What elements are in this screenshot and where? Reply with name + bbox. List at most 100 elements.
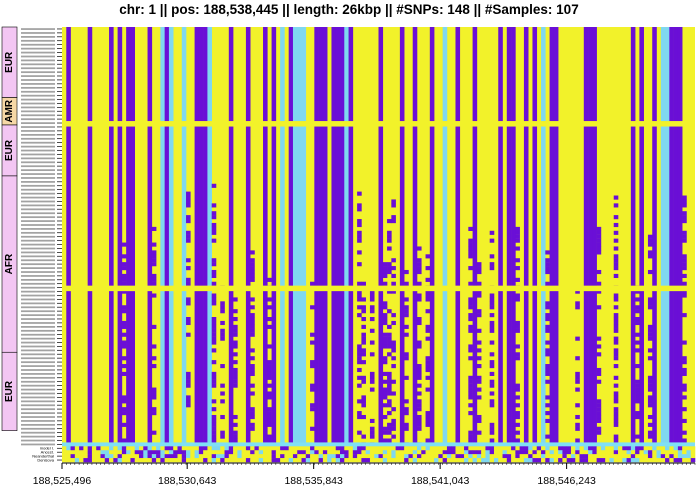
reference-cell <box>635 446 640 451</box>
reference-cell <box>374 454 379 459</box>
reference-cell <box>600 446 606 451</box>
reference-cell <box>656 446 662 451</box>
reference-cell <box>66 458 71 463</box>
reference-cell <box>639 450 644 455</box>
genotype-cell <box>391 422 396 427</box>
reference-cell <box>348 450 354 455</box>
reference-cell <box>113 450 118 455</box>
reference-cell <box>275 458 281 463</box>
reference-cell <box>451 458 456 463</box>
genotype-cell <box>613 383 619 388</box>
reference-cell <box>421 454 426 459</box>
reference-cell <box>280 450 285 455</box>
genotype-cell <box>682 266 687 271</box>
genotype-cell <box>682 254 687 259</box>
reference-cell <box>79 450 84 455</box>
reference-cell <box>280 458 285 463</box>
genotype-cell <box>310 403 315 408</box>
genotype-cell <box>635 297 640 302</box>
reference-cell <box>511 446 516 451</box>
sample-label <box>21 384 55 387</box>
genotype-cell <box>545 371 550 376</box>
genotype-cell <box>545 266 550 271</box>
reference-cell <box>322 454 328 459</box>
genotype-cell <box>647 387 653 392</box>
genotype-cell <box>233 375 238 380</box>
genotype-cell <box>391 356 396 361</box>
genotype-cell <box>613 262 619 267</box>
reference-cell <box>438 458 443 463</box>
reference-cell <box>322 446 328 451</box>
genotype-cell <box>233 328 238 333</box>
genotype-cell <box>211 301 217 306</box>
reference-cell <box>451 450 456 455</box>
reference-cell <box>66 446 71 451</box>
reference-cell <box>600 450 606 455</box>
genotype-cell <box>387 219 392 224</box>
genotype-cell <box>476 281 482 286</box>
snp-column <box>677 27 683 447</box>
genotype-cell <box>635 305 640 310</box>
reference-cell <box>156 450 161 455</box>
genotype-cell <box>416 367 422 373</box>
genotype-cell <box>515 414 520 420</box>
sample-label <box>21 59 55 62</box>
genotype-cell <box>468 281 473 286</box>
reference-cell <box>455 454 461 459</box>
reference-cell <box>357 446 362 451</box>
genotype-cell <box>220 434 225 439</box>
reference-cell <box>690 454 696 459</box>
reference-cell <box>245 458 251 463</box>
reference-cell <box>588 458 593 463</box>
reference-cell <box>203 450 208 455</box>
reference-cell <box>404 446 409 451</box>
genotype-cell <box>186 195 191 200</box>
reference-cell <box>314 454 319 459</box>
sample-label <box>21 71 55 74</box>
genotype-cell <box>647 254 653 259</box>
reference-cell <box>421 446 426 451</box>
genotype-cell <box>613 418 619 424</box>
genotype-cell <box>404 411 409 416</box>
reference-cell <box>429 454 435 459</box>
genotype-cell <box>387 238 392 243</box>
reference-cell <box>288 446 294 451</box>
x-tick-label: 188,535,843 <box>284 475 343 487</box>
reference-cell <box>369 458 375 463</box>
reference-cell <box>562 450 567 455</box>
reference-cell <box>361 454 366 459</box>
genotype-cell <box>635 364 640 369</box>
genotype-cell <box>382 313 388 318</box>
reference-cell <box>207 450 212 455</box>
reference-cell <box>600 458 606 463</box>
reference-cell <box>62 454 67 459</box>
genotype-cell <box>382 395 388 400</box>
reference-cell <box>181 454 187 459</box>
genotype-cell <box>391 313 396 318</box>
reference-cell <box>536 458 542 463</box>
reference-cell <box>241 458 247 463</box>
reference-cell <box>665 454 670 459</box>
reference-cell <box>83 450 88 455</box>
reference-cell <box>485 458 491 463</box>
genotype-cell <box>250 371 255 376</box>
genotype-cell <box>357 222 362 228</box>
genotype-cell <box>613 313 619 318</box>
snp-column <box>66 27 71 447</box>
sample-label <box>21 259 55 262</box>
reference-cell <box>468 446 473 451</box>
genotype-cell <box>489 364 495 369</box>
genotype-cell <box>357 367 362 373</box>
genotype-cell <box>416 317 422 322</box>
genotype-cell <box>476 430 482 435</box>
genotype-cell <box>211 430 217 435</box>
genotype-cell <box>682 238 687 243</box>
genotype-cell <box>357 238 362 243</box>
reference-cell <box>198 458 204 463</box>
sample-label <box>21 90 55 93</box>
genotype-cell <box>391 219 396 224</box>
genotype-cell <box>357 414 362 420</box>
genotype-cell <box>596 411 602 416</box>
genotype-cell <box>596 367 602 373</box>
genotype-cell <box>416 320 422 326</box>
